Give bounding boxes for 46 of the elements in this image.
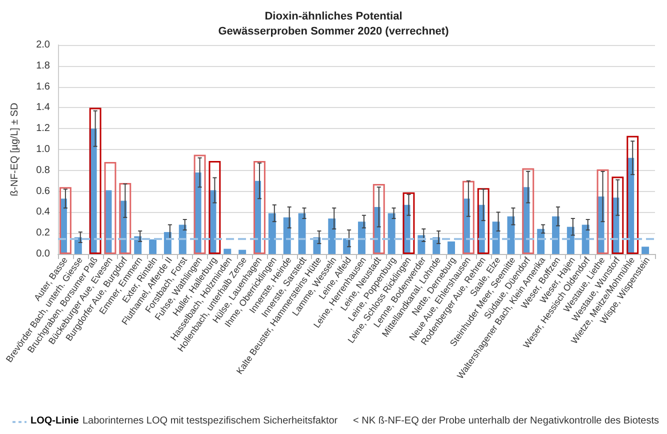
bar xyxy=(89,108,102,254)
bar xyxy=(149,239,157,254)
y-tick-label: 0.4 xyxy=(36,206,50,218)
bar xyxy=(448,241,456,254)
y-tick-label: 0.0 xyxy=(36,248,50,260)
bar xyxy=(522,168,534,254)
bar xyxy=(268,213,276,254)
y-tick-label: 0.2 xyxy=(36,228,50,239)
bar xyxy=(298,213,306,254)
bar xyxy=(372,184,385,254)
y-tick-label: 1.0 xyxy=(36,144,50,155)
text: < NK ß-NF-EQ der Probe unterhalb der Negativkontrolle des Biotests xyxy=(353,416,660,426)
bar xyxy=(104,162,116,254)
text: Laborinternes LOQ mit testspezifischem Sicherheitsfaktor xyxy=(82,416,338,426)
legend-label: LOQ-Linie xyxy=(30,416,80,426)
bar xyxy=(119,182,132,254)
bar xyxy=(254,160,266,254)
bar xyxy=(388,213,396,254)
bar xyxy=(238,250,246,254)
y-tick-label: 0.6 xyxy=(36,186,50,197)
y-tick-label: 1.4 xyxy=(36,102,50,114)
bar xyxy=(164,232,172,254)
bar xyxy=(462,180,474,254)
bar xyxy=(194,154,206,254)
y-tick-label: 2.0 xyxy=(36,40,50,50)
bar xyxy=(402,192,415,254)
bar xyxy=(582,224,590,254)
bar xyxy=(552,216,560,254)
y-tick-label: 1.2 xyxy=(36,123,50,134)
bar xyxy=(59,187,72,254)
bar xyxy=(477,188,490,254)
bar xyxy=(566,226,574,254)
y-tick-label: 0.8 xyxy=(36,164,50,176)
bar xyxy=(642,246,650,254)
bar xyxy=(507,216,515,254)
bar xyxy=(328,218,336,254)
bar xyxy=(208,160,221,254)
y-axis-title: ß-NF-EQ [µg/L] ± SD xyxy=(10,102,20,196)
y-tick-label: 1.6 xyxy=(36,81,50,92)
bar xyxy=(224,248,232,254)
bar xyxy=(612,176,624,254)
bar xyxy=(283,217,291,254)
bar xyxy=(626,136,639,254)
y-tick-label: 1.8 xyxy=(36,60,50,72)
bar xyxy=(596,169,609,254)
chart-title: Dioxin-ähnliches Potential Gewässerproben Sommer 2020 (verrechnet) xyxy=(218,10,450,38)
